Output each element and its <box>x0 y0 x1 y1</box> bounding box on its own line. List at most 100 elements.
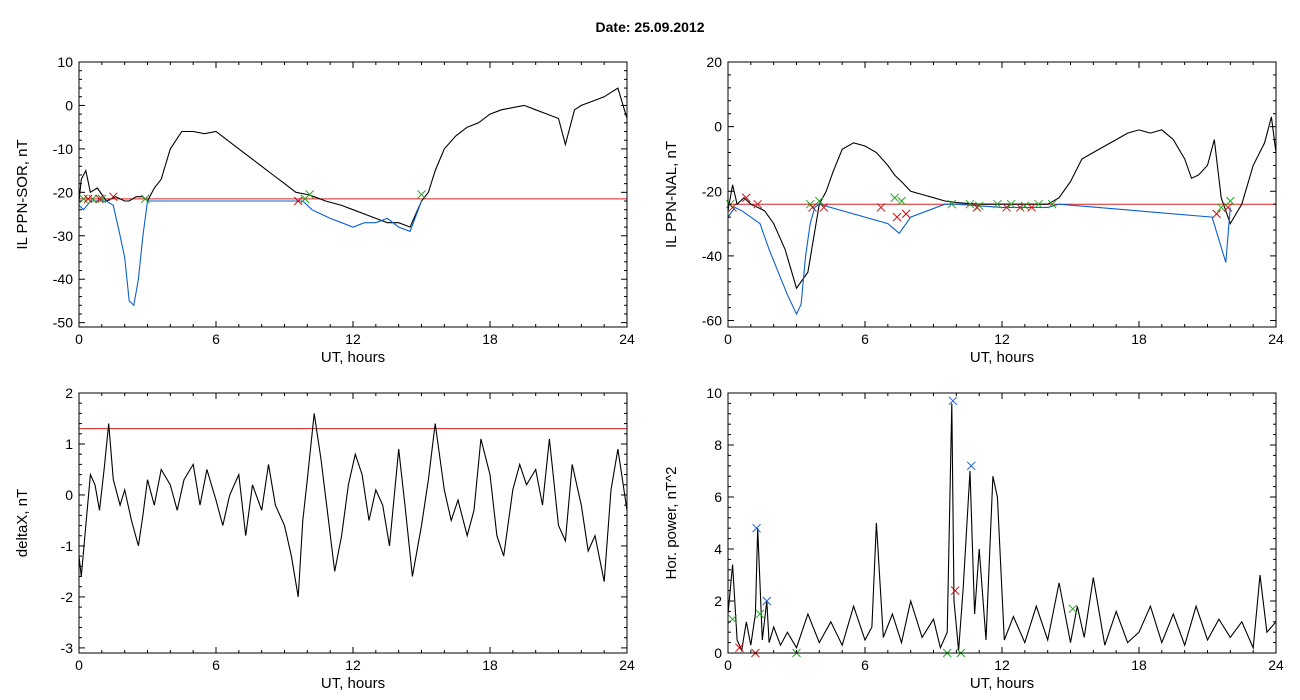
marker-stroke <box>741 193 751 203</box>
marker-x <box>755 609 765 619</box>
x-tick-label: 24 <box>1268 657 1284 673</box>
x-axis-label: UT, hours <box>321 349 385 366</box>
marker-stroke <box>950 586 960 595</box>
marker-stroke <box>1047 199 1057 209</box>
x-tick-label: 12 <box>994 657 1010 673</box>
marker-stroke <box>947 199 957 209</box>
marker-stroke <box>993 199 1002 209</box>
x-tick-label: 0 <box>724 657 732 673</box>
x-tick-label: 12 <box>345 657 361 673</box>
y-tick-label: -40 <box>53 271 73 287</box>
marker-x <box>901 209 911 219</box>
x-tick-label: 24 <box>1268 331 1284 347</box>
x-tick-label: 18 <box>482 657 498 673</box>
marker-stroke <box>966 461 976 471</box>
y-tick-label: 6 <box>714 489 722 505</box>
series-line-0 <box>79 87 627 228</box>
x-tick-label: 6 <box>861 657 869 673</box>
y-tick-label: 2 <box>65 385 73 401</box>
x-tick-label: 6 <box>861 331 869 347</box>
marker-stroke <box>1020 201 1030 211</box>
y-tick-label: 20 <box>706 54 722 70</box>
y-tick-label: -1 <box>61 538 74 554</box>
marker-x <box>293 196 303 206</box>
plot-frame <box>78 61 628 328</box>
y-tick-label: 0 <box>65 487 73 503</box>
y-tick-label: -10 <box>53 141 73 157</box>
marker-x <box>965 199 975 209</box>
marker-stroke <box>892 212 902 222</box>
marker-x <box>753 199 763 209</box>
marker-stroke <box>1006 199 1016 209</box>
marker-stroke <box>1068 604 1078 614</box>
x-tick-label: 12 <box>345 331 361 347</box>
marker-stroke <box>293 196 303 206</box>
marker-x <box>728 203 737 212</box>
marker-x <box>1002 203 1011 212</box>
y-tick-label: -50 <box>53 315 73 331</box>
y-tick-label: 10 <box>57 54 73 70</box>
marker-stroke <box>752 523 761 533</box>
marker-stroke <box>819 203 829 212</box>
marker-x <box>108 192 118 202</box>
marker-stroke <box>808 203 817 212</box>
marker-x <box>305 190 314 199</box>
marker-x <box>1216 203 1226 212</box>
plot-frame <box>78 392 628 654</box>
marker-x <box>876 203 886 212</box>
x-tick-label: 0 <box>75 331 83 347</box>
marker-x <box>417 190 426 199</box>
y-tick-label: 0 <box>714 119 722 135</box>
marker-x <box>950 586 960 595</box>
x-tick-label: 6 <box>212 331 220 347</box>
marker-x <box>1020 201 1030 211</box>
marker-stroke <box>890 193 900 203</box>
x-tick-label: 24 <box>619 331 635 347</box>
marker-stroke <box>762 596 772 606</box>
y-tick-label: -40 <box>702 248 722 264</box>
marker-stroke <box>1225 196 1235 206</box>
marker-stroke <box>965 199 975 209</box>
marker-x <box>1034 199 1043 209</box>
marker-x <box>88 194 98 204</box>
marker-stroke <box>83 194 93 204</box>
marker-x <box>947 199 957 209</box>
marker-stroke <box>417 190 426 199</box>
marker-stroke <box>876 203 886 212</box>
marker-stroke <box>755 609 765 619</box>
marker-stroke <box>1216 203 1226 212</box>
marker-x <box>890 193 900 203</box>
marker-x <box>140 194 150 204</box>
marker-x <box>762 596 772 606</box>
marker-x <box>1212 209 1221 219</box>
marker-x <box>1047 199 1057 209</box>
marker-stroke <box>1002 203 1011 212</box>
marker-stroke <box>728 203 737 212</box>
marker-x <box>993 199 1002 209</box>
marker-x <box>83 194 93 204</box>
marker-x <box>97 194 107 204</box>
y-tick-label: 4 <box>714 541 722 557</box>
y-axis-label: IL PPN-SOR, nT <box>14 139 31 249</box>
y-tick-label: 8 <box>714 437 722 453</box>
marker-x <box>819 203 829 212</box>
marker-x <box>897 196 906 206</box>
marker-stroke <box>140 194 150 204</box>
marker-x <box>808 203 817 212</box>
marker-x <box>972 203 982 212</box>
series-line-0 <box>79 413 627 597</box>
x-tick-label: 18 <box>482 331 498 347</box>
marker-x <box>752 523 761 533</box>
marker-stroke <box>305 190 314 199</box>
marker-x <box>735 643 744 653</box>
x-tick-label: 0 <box>75 657 83 673</box>
panel-p1: 0 6 12 18 24 -50 -40 -30 -20 -10 0 10 UT, hours IL PP… <box>14 54 635 366</box>
y-tick-label: -60 <box>702 313 722 329</box>
x-tick-label: 18 <box>1131 331 1147 347</box>
y-tick-label: 0 <box>65 97 73 113</box>
series-line-0 <box>728 116 1276 290</box>
marker-x <box>1223 203 1233 212</box>
y-tick-label: 2 <box>714 593 722 609</box>
